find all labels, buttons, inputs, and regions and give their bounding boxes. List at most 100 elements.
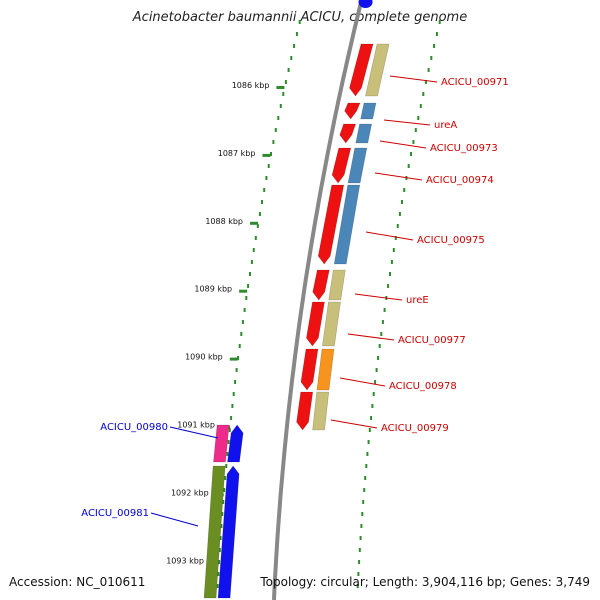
ruler-dot-inner <box>252 248 255 252</box>
ruler-dot-outer <box>435 32 438 36</box>
ruler-dot-outer <box>371 404 374 408</box>
ruler-dot-inner <box>226 452 229 456</box>
ruler-dot-outer <box>398 212 401 216</box>
ruler-dot-outer <box>378 344 381 348</box>
ruler-dot-inner <box>238 344 241 348</box>
leader-line <box>347 333 395 341</box>
ruler-dot-inner <box>267 164 270 168</box>
leader-line <box>365 231 414 241</box>
ruler-dot-outer <box>360 524 363 528</box>
leader-line <box>354 293 403 301</box>
ruler-tick-label: 1090 kbp <box>185 353 223 362</box>
ruler-tick-label: 1089 kbp <box>194 285 232 294</box>
gene-label: ACICU_00971 <box>441 77 509 88</box>
ruler-dot-outer <box>419 104 422 108</box>
ruler-dot-outer <box>383 308 386 312</box>
gene-arrow <box>317 184 345 265</box>
cog-bar <box>203 465 226 599</box>
ruler-dot-inner <box>250 260 253 264</box>
label-layer: ACICU_00971 ureA ACICU_00973 ACICU_00974 ACI… <box>81 75 509 527</box>
leader-line <box>389 75 438 83</box>
ruler-dot-inner <box>274 128 277 132</box>
gene-label: ACICU_00978 <box>389 381 457 392</box>
gene-label: ACICU_00980 <box>100 422 168 433</box>
ruler-dot-inner <box>287 68 290 72</box>
leader-line <box>374 172 423 181</box>
gene-label: ACICU_00973 <box>430 143 498 154</box>
ruler-tick-label: 1091 kbp <box>177 421 215 430</box>
ruler-dot-outer <box>358 548 361 552</box>
origin-marker <box>358 0 373 8</box>
ruler-dot-outer <box>424 80 427 84</box>
ruler-dot-inner <box>245 296 248 300</box>
gene-arrow <box>312 269 330 301</box>
cog-bar <box>322 301 341 347</box>
ruler-dot-inner <box>231 404 234 408</box>
ruler-dot-inner <box>247 284 250 288</box>
ruler-dot-inner <box>232 392 235 396</box>
ruler-dot-outer <box>438 20 441 24</box>
ruler-dot-outer <box>375 368 378 372</box>
ruler-tick-label: 1092 kbp <box>171 488 209 497</box>
ruler-dot-inner <box>258 212 261 216</box>
ruler-dot-inner <box>295 32 298 36</box>
map-title: Acinetobacter baumannii ACICU, complete … <box>132 10 468 25</box>
ruler-dot-inner <box>216 584 219 588</box>
ruler-tick-label: 1087 kbp <box>218 149 256 158</box>
cog-bar <box>316 348 335 391</box>
ruler-dot-inner <box>217 572 220 576</box>
ruler-dot-inner <box>218 548 221 552</box>
ruler-tick-label: 1088 kbp <box>205 217 243 226</box>
ruler-dot-inner <box>249 272 251 276</box>
ruler-tick <box>250 221 259 225</box>
ruler-dot-outer <box>367 440 370 444</box>
ruler-dot-inner <box>240 332 243 336</box>
leader-line <box>339 377 386 387</box>
ruler-dot-outer <box>370 416 373 420</box>
ruler-dot-outer <box>389 272 391 276</box>
ruler-dot-outer <box>361 512 364 516</box>
ruler-dot-outer <box>407 164 410 168</box>
backbone-layer <box>272 0 373 600</box>
ruler-dot-outer <box>372 392 375 396</box>
ruler-dot-outer <box>401 200 403 204</box>
gene-arrow <box>344 102 361 120</box>
ruler-dot-outer <box>381 320 384 324</box>
ruler-dot-outer <box>377 356 380 360</box>
ruler-tick-label: 1086 kbp <box>232 81 270 90</box>
ruler-dot-outer <box>359 536 362 540</box>
ruler-dot-inner <box>219 536 222 540</box>
accession-text: Accession: NC_010611 <box>9 575 146 589</box>
ruler-dot-inner <box>220 524 223 528</box>
gene-arrow <box>331 147 352 184</box>
ruler-dot-outer <box>422 92 425 96</box>
ruler-dot-inner <box>254 236 257 240</box>
leader-line <box>330 419 378 429</box>
gene-label: ACICU_00977 <box>398 335 466 346</box>
ruler-dot-outer <box>357 572 360 576</box>
ruler-dot-outer <box>363 488 366 492</box>
ruler-dot-inner <box>272 140 275 144</box>
ruler-dot-outer <box>387 284 390 288</box>
ruler-dot-inner <box>290 56 293 60</box>
ruler-dot-outer <box>427 68 430 72</box>
ruler-dot-outer <box>417 116 420 120</box>
ruler-dot-inner <box>237 356 240 360</box>
ruler-dot-inner <box>279 104 282 108</box>
ruler-dot-inner <box>277 116 280 120</box>
ruler-dot-inner <box>243 308 246 312</box>
ruler-tick <box>276 86 285 89</box>
cog-bar <box>365 43 390 97</box>
cog-bar <box>312 391 330 431</box>
ruler-tick-label: 1093 kbp <box>166 556 204 565</box>
ruler-dot-inner <box>224 476 227 480</box>
ruler-dot-outer <box>392 248 395 252</box>
ruler-dot-inner <box>284 80 287 84</box>
ruler-dot-inner <box>298 20 301 24</box>
ruler-dot-inner <box>263 188 266 192</box>
ruler-dot-outer <box>394 236 397 240</box>
ruler-dot-outer <box>356 584 359 588</box>
gene-arrow <box>349 43 374 97</box>
ruler-dot-outer <box>433 44 436 48</box>
